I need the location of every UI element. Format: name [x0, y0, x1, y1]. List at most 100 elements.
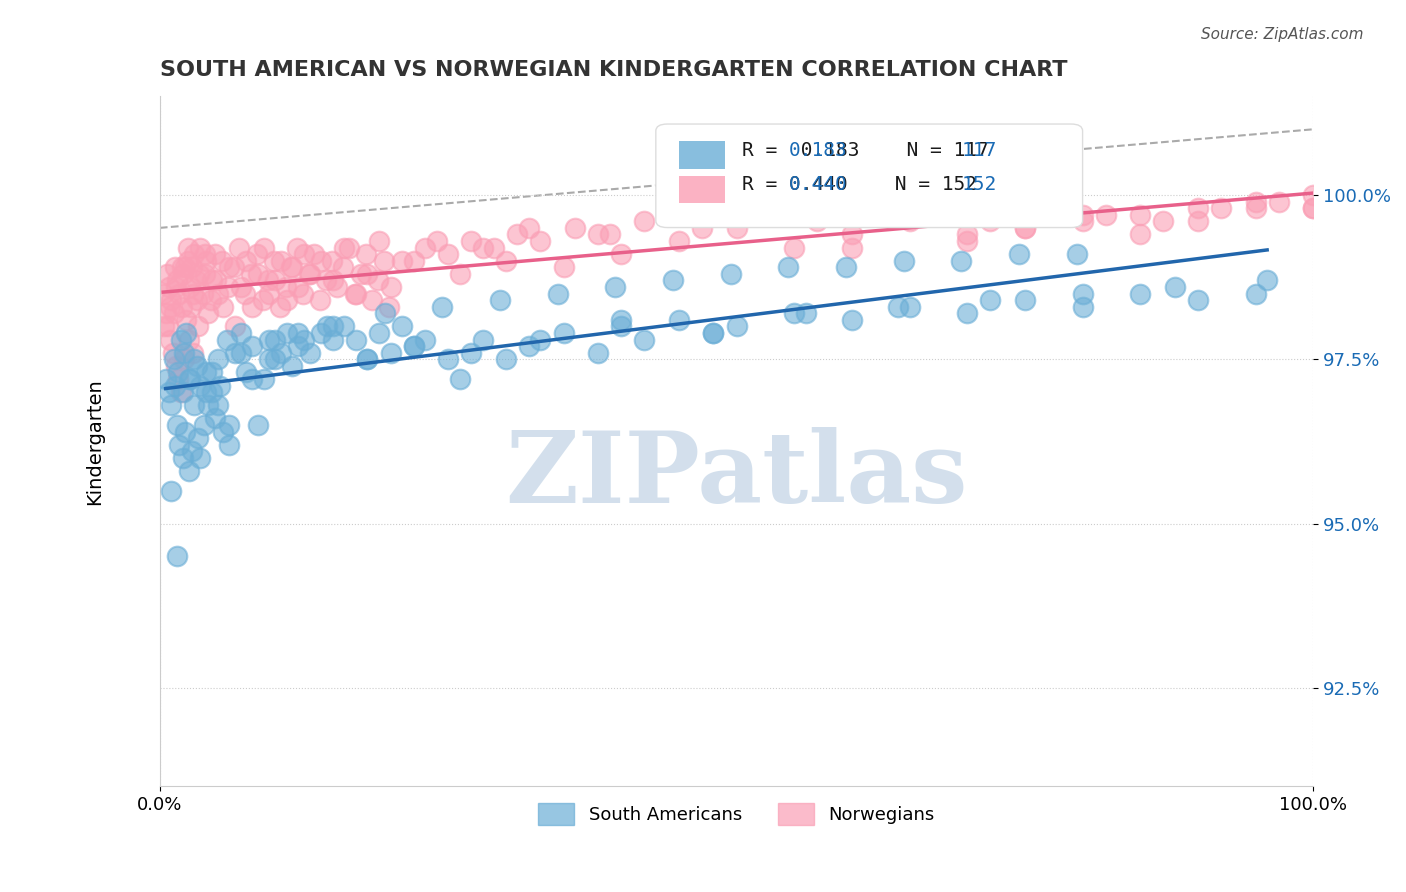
Point [188, 241, 211, 255]
Point [484, 241, 506, 255]
Point [783, 241, 806, 255]
Point [662, 273, 685, 287]
Point [166, 549, 188, 564]
Point [368, 234, 391, 248]
Point [725, 319, 748, 334]
Point [402, 253, 425, 268]
Point [610, 319, 633, 334]
Point [979, 293, 1001, 308]
Point [437, 352, 460, 367]
Point [201, 366, 224, 380]
Point [270, 253, 292, 268]
Point [187, 319, 209, 334]
Point [194, 247, 217, 261]
Point [979, 214, 1001, 228]
Point [259, 352, 281, 367]
Point [155, 372, 177, 386]
Point [160, 293, 183, 308]
Point [172, 450, 194, 465]
Point [240, 300, 263, 314]
Point [356, 352, 378, 367]
Point [748, 208, 770, 222]
Point [276, 293, 298, 308]
Point [172, 267, 194, 281]
Point [380, 280, 402, 294]
Point [517, 339, 540, 353]
Point [201, 385, 224, 400]
Point [1256, 273, 1278, 287]
Point [841, 241, 863, 255]
Point [586, 227, 609, 242]
Point [180, 300, 202, 314]
Point [264, 333, 287, 347]
Point [690, 220, 713, 235]
Point [253, 372, 276, 386]
Point [163, 352, 186, 367]
Point [153, 319, 176, 334]
Point [173, 345, 195, 359]
Point [169, 385, 191, 400]
Point [887, 300, 910, 314]
Point [167, 372, 190, 386]
Point [835, 260, 858, 275]
Text: Source: ZipAtlas.com: Source: ZipAtlas.com [1201, 27, 1364, 42]
Point [586, 345, 609, 359]
Point [898, 214, 921, 228]
Point [553, 260, 575, 275]
Point [517, 220, 540, 235]
Point [160, 483, 183, 498]
Point [162, 345, 184, 359]
Point [322, 333, 344, 347]
Point [179, 280, 201, 294]
Point [449, 267, 471, 281]
Point [921, 208, 943, 222]
Point [547, 286, 569, 301]
Point [315, 273, 337, 287]
Point [610, 247, 633, 261]
Point [356, 267, 378, 281]
Point [163, 378, 186, 392]
Point [177, 372, 200, 386]
Point [197, 398, 219, 412]
Point [1014, 293, 1036, 308]
Point [702, 326, 724, 340]
Point [176, 253, 198, 268]
Point [1036, 201, 1059, 215]
Point [174, 425, 197, 439]
Point [506, 227, 529, 242]
Point [778, 260, 800, 275]
Point [200, 293, 222, 308]
Point [176, 326, 198, 340]
Point [956, 227, 979, 242]
Point [321, 253, 343, 268]
Point [207, 286, 229, 301]
Point [1244, 194, 1267, 209]
Point [449, 372, 471, 386]
Point [304, 247, 326, 261]
Point [246, 417, 269, 432]
Point [229, 280, 252, 294]
Point [235, 366, 257, 380]
Point [170, 300, 193, 314]
Point [188, 450, 211, 465]
Point [332, 260, 354, 275]
Point [1014, 220, 1036, 235]
Point [471, 241, 494, 255]
Point [291, 286, 314, 301]
Point [204, 247, 226, 261]
Point [374, 306, 396, 320]
Point [287, 326, 309, 340]
Point [218, 260, 240, 275]
Point [157, 385, 180, 400]
Point [356, 247, 378, 261]
Point [322, 273, 344, 287]
Point [187, 431, 209, 445]
Point [495, 352, 517, 367]
Point [298, 267, 321, 281]
Text: SOUTH AMERICAN VS NORWEGIAN KINDERGARTEN CORRELATION CHART: SOUTH AMERICAN VS NORWEGIAN KINDERGARTEN… [160, 60, 1067, 79]
Point [391, 253, 413, 268]
Text: R = 0.440    N = 152: R = 0.440 N = 152 [742, 175, 977, 194]
Point [181, 286, 204, 301]
Point [159, 333, 181, 347]
Point [361, 293, 384, 308]
